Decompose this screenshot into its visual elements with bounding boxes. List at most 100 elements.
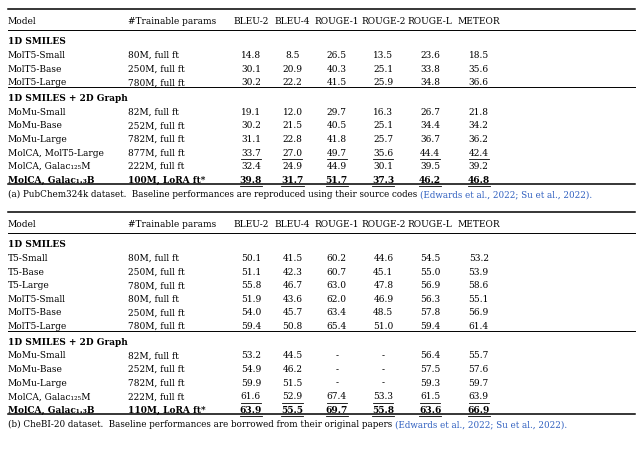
Text: 32.4: 32.4 <box>241 162 261 171</box>
Text: 50.1: 50.1 <box>241 254 261 263</box>
Text: ROUGE-2: ROUGE-2 <box>361 220 406 229</box>
Text: 21.5: 21.5 <box>282 121 303 130</box>
Text: #Trainable params: #Trainable params <box>128 220 216 229</box>
Text: 22.8: 22.8 <box>282 135 303 144</box>
Text: 780M, full ft: 780M, full ft <box>128 79 185 87</box>
Text: MoMu-Large: MoMu-Large <box>8 379 67 388</box>
Text: 26.5: 26.5 <box>326 51 347 60</box>
Text: 780M, full ft: 780M, full ft <box>128 281 185 290</box>
Text: (a) PubChem324k dataset.  Baseline performances are reproduced using their sourc: (a) PubChem324k dataset. Baseline perfor… <box>8 190 420 199</box>
Text: (Edwards et al., 2022; Su et al., 2022).: (Edwards et al., 2022; Su et al., 2022). <box>420 190 592 199</box>
Text: 63.9: 63.9 <box>468 392 489 401</box>
Text: 30.1: 30.1 <box>373 162 394 171</box>
Text: 51.0: 51.0 <box>373 322 394 331</box>
Text: -: - <box>335 379 338 388</box>
Text: 51.7: 51.7 <box>326 176 348 185</box>
Text: 25.7: 25.7 <box>373 135 394 144</box>
Text: -: - <box>335 352 338 360</box>
Text: MolCA, Galac₁₂₅M: MolCA, Galac₁₂₅M <box>8 162 90 171</box>
Text: MolCA, MolT5-Large: MolCA, MolT5-Large <box>8 148 104 158</box>
Text: 30.1: 30.1 <box>241 65 261 74</box>
Text: Model: Model <box>8 17 36 26</box>
Text: 54.0: 54.0 <box>241 309 261 317</box>
Text: 63.9: 63.9 <box>240 406 262 415</box>
Text: 44.5: 44.5 <box>282 352 303 360</box>
Text: 40.3: 40.3 <box>326 65 347 74</box>
Text: 1D SMILES: 1D SMILES <box>8 240 65 249</box>
Text: 63.0: 63.0 <box>326 281 347 290</box>
Text: 56.3: 56.3 <box>420 295 440 304</box>
Text: METEOR: METEOR <box>458 17 500 26</box>
Text: 59.4: 59.4 <box>420 322 440 331</box>
Text: 13.5: 13.5 <box>373 51 394 60</box>
Text: 57.8: 57.8 <box>420 309 440 317</box>
Text: 82M, full ft: 82M, full ft <box>128 108 179 116</box>
Text: 50.8: 50.8 <box>282 322 303 331</box>
Text: 20.9: 20.9 <box>282 65 303 74</box>
Text: 34.2: 34.2 <box>468 121 489 130</box>
Text: 57.5: 57.5 <box>420 365 440 374</box>
Text: 36.6: 36.6 <box>468 79 489 87</box>
Text: 41.5: 41.5 <box>282 254 303 263</box>
Text: 46.9: 46.9 <box>373 295 394 304</box>
Text: 60.7: 60.7 <box>326 267 347 277</box>
Text: 25.9: 25.9 <box>373 79 394 87</box>
Text: ROUGE-2: ROUGE-2 <box>361 17 406 26</box>
Text: 782M, full ft: 782M, full ft <box>128 379 184 388</box>
Text: 23.6: 23.6 <box>420 51 440 60</box>
Text: 33.7: 33.7 <box>241 148 261 158</box>
Text: MolCA, Galac₁.₃B: MolCA, Galac₁.₃B <box>8 406 94 415</box>
Text: 34.4: 34.4 <box>420 121 440 130</box>
Text: 44.6: 44.6 <box>373 254 394 263</box>
Text: 12.0: 12.0 <box>282 108 303 116</box>
Text: 55.1: 55.1 <box>468 295 489 304</box>
Text: 80M, full ft: 80M, full ft <box>128 254 179 263</box>
Text: T5-Large: T5-Large <box>8 281 49 290</box>
Text: BLEU-4: BLEU-4 <box>275 17 310 26</box>
Text: 14.8: 14.8 <box>241 51 261 60</box>
Text: 8.5: 8.5 <box>285 51 300 60</box>
Text: 59.9: 59.9 <box>241 379 261 388</box>
Text: BLEU-4: BLEU-4 <box>275 220 310 229</box>
Text: MolCA, Galac₁₂₅M: MolCA, Galac₁₂₅M <box>8 392 90 401</box>
Text: METEOR: METEOR <box>458 220 500 229</box>
Text: (Edwards et al., 2022; Su et al., 2022).: (Edwards et al., 2022; Su et al., 2022). <box>395 420 567 429</box>
Text: -: - <box>335 365 338 374</box>
Text: 36.7: 36.7 <box>420 135 440 144</box>
Text: 29.7: 29.7 <box>326 108 347 116</box>
Text: 51.9: 51.9 <box>241 295 261 304</box>
Text: 45.1: 45.1 <box>373 267 394 277</box>
Text: 42.3: 42.3 <box>282 267 303 277</box>
Text: 66.9: 66.9 <box>468 406 490 415</box>
Text: 48.5: 48.5 <box>373 309 394 317</box>
Text: 80M, full ft: 80M, full ft <box>128 295 179 304</box>
Text: 63.4: 63.4 <box>326 309 347 317</box>
Text: 31.1: 31.1 <box>241 135 261 144</box>
Text: 82M, full ft: 82M, full ft <box>128 352 179 360</box>
Text: -: - <box>382 352 385 360</box>
Text: #Trainable params: #Trainable params <box>128 17 216 26</box>
Text: 252M, full ft: 252M, full ft <box>128 121 184 130</box>
Text: 31.7: 31.7 <box>282 176 303 185</box>
Text: 56.4: 56.4 <box>420 352 440 360</box>
Text: 56.9: 56.9 <box>468 309 489 317</box>
Text: 54.9: 54.9 <box>241 365 261 374</box>
Text: 26.7: 26.7 <box>420 108 440 116</box>
Text: 43.6: 43.6 <box>282 295 303 304</box>
Text: 69.7: 69.7 <box>326 406 348 415</box>
Text: 55.5: 55.5 <box>282 406 303 415</box>
Text: 16.3: 16.3 <box>373 108 394 116</box>
Text: 222M, full ft: 222M, full ft <box>128 162 184 171</box>
Text: 39.2: 39.2 <box>468 162 489 171</box>
Text: 780M, full ft: 780M, full ft <box>128 322 185 331</box>
Text: 65.4: 65.4 <box>326 322 347 331</box>
Text: ROUGE-1: ROUGE-1 <box>314 17 359 26</box>
Text: 39.8: 39.8 <box>240 176 262 185</box>
Text: 30.2: 30.2 <box>241 79 261 87</box>
Text: 54.5: 54.5 <box>420 254 440 263</box>
Text: MoMu-Large: MoMu-Large <box>8 135 67 144</box>
Text: 1D SMILES + 2D Graph: 1D SMILES + 2D Graph <box>8 94 127 103</box>
Text: 49.7: 49.7 <box>326 148 347 158</box>
Text: 44.9: 44.9 <box>326 162 347 171</box>
Text: MolT5-Large: MolT5-Large <box>8 322 67 331</box>
